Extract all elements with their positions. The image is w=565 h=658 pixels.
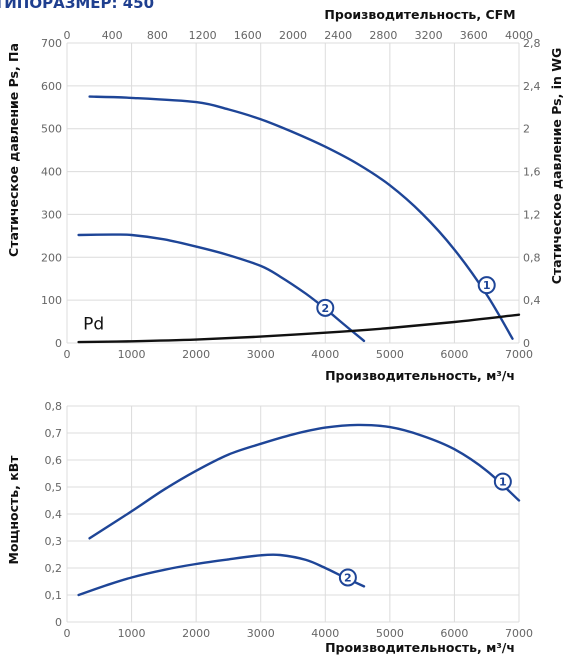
fan-curve-2	[77, 233, 366, 343]
top-x-tick-label: 400	[102, 29, 123, 42]
y-tick-label: 700	[41, 37, 62, 50]
right-y-tick-label: 0,8	[523, 251, 541, 264]
x-tick-label: 4000	[311, 348, 339, 361]
right-y-tick-label: 2,8	[523, 37, 541, 50]
x-tick-label: 6000	[440, 627, 468, 640]
top-x-tick-label: 800	[147, 29, 168, 42]
x-tick-label: 5000	[376, 348, 404, 361]
curve-marker-label: 2	[321, 302, 329, 315]
pressure-series: 1 2 Pd	[77, 95, 521, 344]
top-x-tick-label: 3600	[460, 29, 488, 42]
fan-curve-1	[88, 423, 521, 540]
pressure-grid	[66, 42, 520, 344]
top-x-tick-label: 2800	[369, 29, 397, 42]
x-tick-label: 1000	[118, 627, 146, 640]
curve-marker-label: 1	[499, 476, 507, 489]
pressure-y-axis-title: Статическое давление Ps, Па	[6, 43, 21, 257]
curve-marker-label: 2	[344, 571, 352, 584]
pressure-ticks: 0 1000 2000 3000 4000 5000 6000 700001002003004…	[41, 29, 541, 361]
power-y-axis-title: Мощность, кВт	[6, 455, 21, 565]
x-tick-label: 6000	[440, 348, 468, 361]
y-tick-label: 100	[41, 294, 62, 307]
right-y-tick-label: 2,4	[523, 80, 541, 93]
y-tick-label: 0,6	[45, 454, 63, 467]
top-x-axis-title: Производительность, CFM	[324, 7, 515, 22]
dynamic-pressure-label: Pd	[83, 314, 104, 334]
y-tick-label: 0,5	[45, 481, 63, 494]
top-x-tick-label: 1200	[189, 29, 217, 42]
top-x-tick-label: 3200	[415, 29, 443, 42]
y-tick-label: 600	[41, 80, 62, 93]
y-tick-label: 0	[55, 616, 62, 629]
curve-marker-circle	[316, 298, 335, 317]
x-tick-label: 1000	[118, 348, 146, 361]
y-tick-label: 0,2	[45, 562, 63, 575]
x-tick-label: 5000	[376, 627, 404, 640]
x-tick-label: 0	[64, 348, 71, 361]
top-x-tick-label: 1600	[234, 29, 262, 42]
fan-curve-1	[88, 95, 514, 340]
y-tick-label: 300	[41, 208, 62, 221]
curve-marker-circle	[477, 276, 496, 295]
pressure-x-axis-title: Производительность, м³/ч	[325, 368, 515, 383]
right-y-tick-label: 2	[523, 123, 530, 136]
right-y-tick-label: 1,6	[523, 166, 541, 179]
y-tick-label: 400	[41, 166, 62, 179]
power-ticks: 0 1000 2000 3000 4000 5000 6000 7000 0 0,1 0,2 0,3 0…	[45, 400, 534, 640]
x-tick-label: 7000	[505, 627, 533, 640]
top-x-tick-label: 2400	[324, 29, 352, 42]
x-tick-label: 3000	[247, 348, 275, 361]
x-tick-label: 4000	[311, 627, 339, 640]
y-tick-label: 0,7	[45, 427, 63, 440]
x-tick-label: 7000	[505, 348, 533, 361]
y-tick-label: 0,4	[45, 508, 63, 521]
y-tick-label: 500	[41, 123, 62, 136]
x-tick-label: 0	[64, 627, 71, 640]
y-tick-label: 0	[55, 337, 62, 350]
curve-marker-label: 1	[483, 279, 491, 292]
fan-curve-2	[77, 553, 366, 597]
dynamic-pressure-curve	[77, 313, 521, 344]
y-tick-label: 0,3	[45, 535, 63, 548]
y-tick-label: 0,1	[45, 589, 63, 602]
top-x-tick-label: 0	[64, 29, 71, 42]
right-y-tick-label: 0	[523, 337, 530, 350]
y-tick-label: 200	[41, 251, 62, 264]
power-chart: 12 0 1000 2000 3000 4000 5000 6000 700000,10,20…	[6, 400, 533, 655]
right-y-axis-title: Статическое давление Ps, in WG	[549, 48, 564, 285]
power-series: 12	[77, 423, 521, 597]
x-tick-label: 2000	[182, 348, 210, 361]
x-tick-label: 3000	[247, 627, 275, 640]
power-grid	[66, 405, 520, 623]
y-tick-label: 0,8	[45, 400, 63, 413]
x-tick-label: 2000	[182, 627, 210, 640]
power-x-axis-title: Производительность, м³/ч	[325, 640, 515, 655]
curve-marker-circle	[338, 568, 357, 587]
right-y-tick-label: 0,4	[523, 294, 541, 307]
top-x-tick-label: 4000	[505, 29, 533, 42]
right-y-tick-label: 1,2	[523, 208, 541, 221]
model-heading: ТИПОРАЗМЕР: 450	[0, 0, 154, 12]
top-x-tick-label: 2000	[279, 29, 307, 42]
curve-marker-circle	[493, 472, 512, 491]
